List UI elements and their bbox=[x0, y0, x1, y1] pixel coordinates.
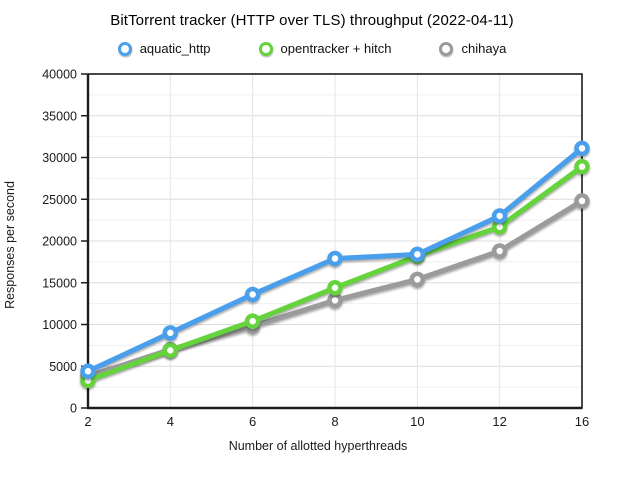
data-point bbox=[409, 271, 426, 288]
data-point bbox=[162, 325, 179, 341]
x-axis-title: Number of allotted hyperthreads bbox=[229, 439, 408, 453]
y-tick-label: 40000 bbox=[42, 68, 77, 82]
x-tick-label: 6 bbox=[249, 414, 256, 429]
gridlines-layer bbox=[88, 74, 582, 408]
y-tick-label: 15000 bbox=[42, 276, 77, 290]
y-tick-label: 5000 bbox=[49, 360, 77, 374]
series-aquatic_http bbox=[80, 140, 590, 380]
legend-label: aquatic_http bbox=[139, 41, 211, 56]
axes-layer: 0 5000 10000 15000 20000 25000 30000 35000 40000… bbox=[42, 68, 589, 430]
x-tick-label: 2 bbox=[84, 414, 91, 429]
chart-title: BitTorrent tracker (HTTP over TLS) throu… bbox=[110, 12, 514, 29]
y-tick-label: 30000 bbox=[42, 151, 77, 165]
data-point bbox=[409, 246, 426, 263]
data-point bbox=[574, 158, 590, 175]
legend-item-chihaya: chihaya bbox=[439, 41, 506, 56]
x-tick-label: 16 bbox=[575, 414, 589, 429]
x-tick-label: 10 bbox=[410, 414, 424, 429]
legend-item-aquatic_http: aquatic_http bbox=[117, 41, 211, 56]
legend: aquatic_http opentracker + hitch chihaya bbox=[0, 41, 624, 56]
y-tick-label: 10000 bbox=[42, 318, 77, 332]
series-layer bbox=[80, 140, 590, 389]
y-tick-label: 35000 bbox=[42, 109, 77, 123]
y-axis-title: Responses per second bbox=[3, 181, 17, 309]
legend-label: chihaya bbox=[461, 41, 507, 56]
x-tick-label: 8 bbox=[331, 414, 338, 429]
data-point bbox=[244, 286, 261, 303]
y-tick-label: 20000 bbox=[42, 235, 77, 249]
y-tick-label: 0 bbox=[70, 402, 77, 416]
data-point bbox=[327, 250, 343, 267]
axis-lines bbox=[86, 74, 582, 410]
legend-label: opentracker + hitch bbox=[280, 41, 392, 56]
data-point bbox=[491, 243, 508, 259]
legend-marker-icon bbox=[258, 41, 273, 56]
data-point bbox=[491, 208, 508, 224]
legend-marker-icon bbox=[439, 41, 454, 56]
legend-item-opentracker-hitch: opentracker + hitch bbox=[258, 41, 392, 56]
data-point bbox=[574, 193, 590, 209]
data-point bbox=[244, 313, 261, 329]
data-point bbox=[162, 342, 179, 359]
x-tick-label: 12 bbox=[492, 414, 506, 429]
y-tick-label: 25000 bbox=[42, 193, 77, 207]
data-point bbox=[574, 140, 590, 157]
legend-marker-icon bbox=[117, 41, 132, 56]
data-point bbox=[327, 292, 343, 309]
data-point bbox=[80, 363, 96, 380]
data-point bbox=[327, 280, 343, 296]
x-tick-label: 4 bbox=[167, 414, 174, 429]
